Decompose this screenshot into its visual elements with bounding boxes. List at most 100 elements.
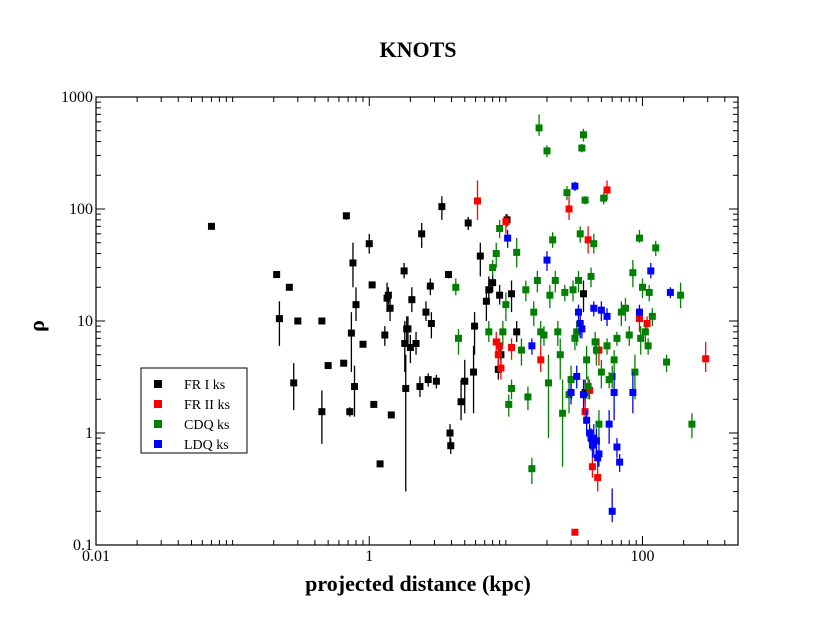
data-point bbox=[551, 276, 559, 284]
legend-marker bbox=[154, 400, 162, 408]
data-point bbox=[404, 325, 412, 333]
data-point bbox=[571, 334, 579, 342]
data-point bbox=[290, 379, 298, 387]
data-point bbox=[502, 301, 510, 309]
data-point bbox=[505, 400, 513, 408]
data-point bbox=[647, 267, 655, 275]
data-point bbox=[643, 319, 651, 327]
data-layer bbox=[207, 114, 710, 536]
data-point bbox=[645, 288, 653, 296]
data-point bbox=[608, 507, 616, 515]
data-point bbox=[522, 286, 530, 294]
data-point bbox=[629, 269, 637, 277]
data-point bbox=[543, 256, 551, 264]
data-point bbox=[508, 290, 516, 298]
data-point bbox=[474, 197, 482, 205]
data-point bbox=[613, 334, 621, 342]
data-point bbox=[418, 230, 426, 238]
data-point bbox=[447, 442, 455, 450]
data-point bbox=[496, 291, 504, 299]
data-point bbox=[384, 291, 392, 299]
data-point bbox=[346, 408, 354, 416]
legend-marker bbox=[154, 380, 162, 388]
x-tick-label: 0.01 bbox=[82, 548, 110, 565]
legend-label: FR I ks bbox=[184, 378, 225, 393]
data-point bbox=[597, 306, 605, 314]
data-point bbox=[408, 296, 416, 304]
data-point bbox=[499, 328, 507, 336]
data-point bbox=[508, 384, 516, 392]
data-point bbox=[581, 408, 589, 416]
data-point bbox=[613, 443, 621, 451]
data-point bbox=[381, 331, 389, 339]
data-point bbox=[592, 437, 600, 445]
y-tick-label: 0.1 bbox=[73, 537, 93, 554]
data-point bbox=[641, 328, 649, 336]
data-point bbox=[549, 236, 557, 244]
data-point bbox=[608, 372, 616, 380]
data-point bbox=[563, 189, 571, 197]
data-point bbox=[424, 376, 432, 384]
x-axis-label: projected distance (kpc) bbox=[305, 571, 531, 596]
data-point bbox=[580, 131, 588, 139]
data-point bbox=[285, 283, 293, 291]
data-point bbox=[485, 286, 493, 294]
data-point bbox=[454, 334, 462, 342]
data-point bbox=[652, 244, 660, 252]
data-point bbox=[594, 454, 602, 462]
data-point bbox=[588, 463, 596, 471]
data-point bbox=[446, 429, 454, 437]
data-point bbox=[294, 317, 302, 325]
data-point bbox=[576, 319, 584, 327]
data-point bbox=[629, 388, 637, 396]
data-point bbox=[470, 368, 478, 376]
data-point bbox=[452, 283, 460, 291]
data-point bbox=[482, 297, 490, 305]
data-point bbox=[508, 343, 516, 351]
data-point bbox=[513, 328, 521, 336]
data-point bbox=[561, 288, 569, 296]
data-point bbox=[340, 359, 348, 367]
data-point bbox=[530, 308, 538, 316]
data-point bbox=[318, 317, 326, 325]
data-point bbox=[273, 271, 281, 279]
data-point bbox=[595, 450, 603, 458]
data-point bbox=[416, 383, 424, 391]
data-point bbox=[324, 362, 332, 370]
y-tick-label: 10 bbox=[77, 313, 93, 330]
data-point bbox=[517, 346, 525, 354]
y-tick-label: 1 bbox=[85, 425, 93, 442]
data-point bbox=[639, 283, 647, 291]
data-point bbox=[584, 383, 592, 391]
data-point bbox=[573, 328, 581, 336]
data-point bbox=[610, 388, 618, 396]
data-point bbox=[590, 240, 598, 248]
data-point bbox=[621, 304, 629, 312]
series-ldq-ks bbox=[504, 181, 674, 523]
data-point bbox=[578, 325, 586, 333]
data-point bbox=[318, 408, 326, 416]
data-point bbox=[584, 236, 592, 244]
legend-marker bbox=[154, 440, 162, 448]
data-point bbox=[600, 194, 608, 202]
data-point bbox=[586, 386, 594, 394]
data-point bbox=[625, 331, 633, 339]
data-point bbox=[412, 339, 420, 347]
legend-marker bbox=[154, 420, 162, 428]
data-point bbox=[489, 279, 497, 287]
data-point bbox=[376, 460, 384, 468]
data-point bbox=[590, 304, 598, 312]
data-point bbox=[351, 383, 359, 391]
data-point bbox=[554, 328, 562, 336]
data-point bbox=[594, 474, 602, 482]
series-cdq-ks bbox=[452, 114, 696, 485]
data-point bbox=[702, 355, 710, 363]
data-point bbox=[605, 420, 613, 428]
data-point bbox=[370, 400, 378, 408]
legend: FR I ks FR II ks CDQ ks LDQ ks bbox=[140, 367, 248, 454]
data-point bbox=[402, 384, 410, 392]
data-point bbox=[464, 219, 472, 227]
data-point bbox=[524, 393, 532, 401]
data-point bbox=[485, 328, 493, 336]
